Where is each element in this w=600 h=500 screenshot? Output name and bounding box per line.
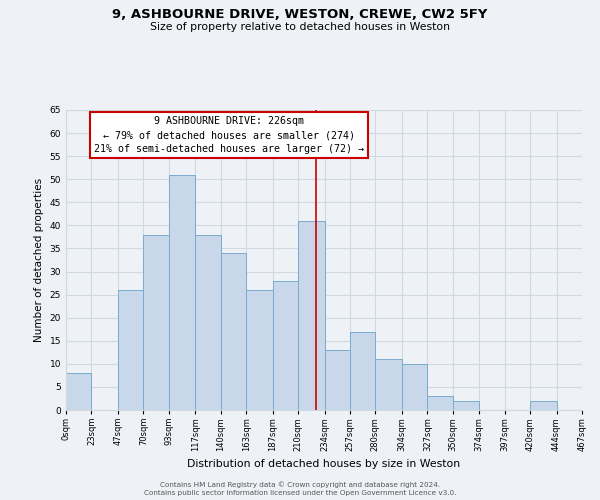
Y-axis label: Number of detached properties: Number of detached properties: [34, 178, 44, 342]
Bar: [427, 396, 453, 410]
Bar: [453, 401, 479, 410]
Bar: [169, 174, 195, 410]
Bar: [376, 359, 402, 410]
Bar: [298, 221, 325, 410]
Bar: [402, 364, 427, 410]
Text: 9 ASHBOURNE DRIVE: 226sqm
← 79% of detached houses are smaller (274)
21% of semi: 9 ASHBOURNE DRIVE: 226sqm ← 79% of detac…: [94, 116, 364, 154]
Text: Contains HM Land Registry data © Crown copyright and database right 2024.: Contains HM Land Registry data © Crown c…: [160, 481, 440, 488]
Text: 9, ASHBOURNE DRIVE, WESTON, CREWE, CW2 5FY: 9, ASHBOURNE DRIVE, WESTON, CREWE, CW2 5…: [112, 8, 488, 20]
Bar: [272, 281, 298, 410]
Bar: [350, 332, 376, 410]
Bar: [118, 290, 143, 410]
Text: Contains public sector information licensed under the Open Government Licence v3: Contains public sector information licen…: [144, 490, 456, 496]
X-axis label: Distribution of detached houses by size in Weston: Distribution of detached houses by size …: [187, 459, 461, 469]
Bar: [530, 401, 557, 410]
Bar: [195, 234, 221, 410]
Text: Size of property relative to detached houses in Weston: Size of property relative to detached ho…: [150, 22, 450, 32]
Bar: [221, 253, 246, 410]
Bar: [325, 350, 350, 410]
Bar: [246, 290, 272, 410]
Bar: [66, 373, 91, 410]
Bar: [143, 234, 169, 410]
